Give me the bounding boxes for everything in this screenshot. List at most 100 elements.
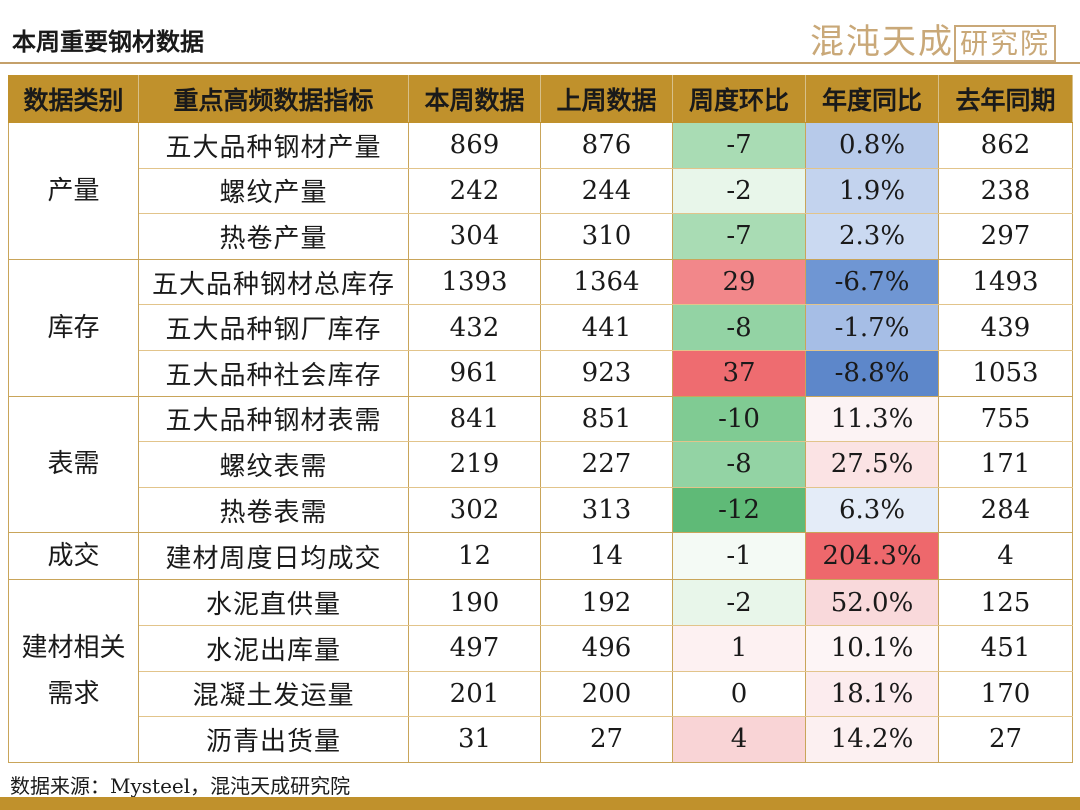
this-week-cell: 1393 bbox=[408, 259, 541, 306]
category-cell: 库存 bbox=[8, 259, 139, 397]
this-week-cell: 869 bbox=[408, 122, 541, 169]
table-row: 成交 建材周度日均成交 12 14 -1 204.3% 4 bbox=[8, 532, 1073, 581]
metric-cell: 五大品种钢材表需 bbox=[138, 396, 409, 443]
this-week-cell: 242 bbox=[408, 168, 541, 215]
category-cell: 产量 bbox=[8, 122, 139, 260]
wow-cell: -7 bbox=[672, 213, 806, 260]
table-row: 螺纹表需 219 227 -8 27.5% 171 bbox=[9, 441, 1073, 488]
last-year-cell: 862 bbox=[938, 122, 1073, 169]
wow-cell: 0 bbox=[672, 671, 806, 718]
col-header-yoy: 年度同比 bbox=[805, 75, 939, 123]
steel-data-table: 数据类别 重点高频数据指标 本周数据 上周数据 周度环比 年度同比 去年同期 产… bbox=[8, 75, 1073, 763]
last-week-cell: 244 bbox=[540, 168, 673, 215]
last-week-cell: 27 bbox=[540, 716, 673, 763]
metric-cell: 水泥出库量 bbox=[138, 625, 409, 672]
last-year-cell: 27 bbox=[938, 716, 1073, 763]
yoy-cell: 11.3% bbox=[805, 396, 939, 443]
source-note: 数据来源：Mysteel，混沌天成研究院 bbox=[10, 774, 351, 798]
category-cell: 建材相关需求 bbox=[8, 579, 139, 763]
table-row: 产量 五大品种钢材产量 869 876 -7 0.8% 862 bbox=[8, 122, 1073, 260]
metric-cell: 螺纹产量 bbox=[138, 168, 409, 215]
this-week-cell: 302 bbox=[408, 487, 541, 534]
last-year-cell: 755 bbox=[938, 396, 1073, 443]
this-week-cell: 190 bbox=[408, 579, 541, 626]
last-week-cell: 876 bbox=[540, 122, 673, 169]
footer-bar bbox=[0, 797, 1080, 810]
this-week-cell: 201 bbox=[408, 671, 541, 718]
col-header-this-week: 本周数据 bbox=[408, 75, 541, 123]
table-row: 水泥出库量 497 496 1 10.1% 451 bbox=[9, 625, 1073, 672]
last-week-cell: 1364 bbox=[540, 259, 673, 306]
metric-cell: 五大品种钢材产量 bbox=[138, 122, 409, 169]
yoy-cell: 14.2% bbox=[805, 716, 939, 763]
logo-text: 混沌天成 bbox=[809, 22, 954, 62]
wow-cell: -12 bbox=[672, 487, 806, 534]
last-year-cell: 297 bbox=[938, 213, 1073, 260]
last-week-cell: 496 bbox=[540, 625, 673, 672]
yoy-cell: 2.3% bbox=[805, 213, 939, 260]
metric-cell: 水泥直供量 bbox=[138, 579, 409, 626]
yoy-cell: 52.0% bbox=[805, 579, 939, 626]
wow-cell: -2 bbox=[672, 168, 806, 215]
wow-cell: -8 bbox=[672, 441, 806, 488]
wow-cell: -8 bbox=[672, 304, 806, 351]
metric-cell: 热卷产量 bbox=[138, 213, 409, 260]
metric-cell: 五大品种社会库存 bbox=[138, 350, 409, 397]
wow-cell: 29 bbox=[672, 259, 806, 306]
this-week-cell: 432 bbox=[408, 304, 541, 351]
table-header-row: 数据类别 重点高频数据指标 本周数据 上周数据 周度环比 年度同比 去年同期 bbox=[8, 75, 1073, 123]
this-week-cell: 304 bbox=[408, 213, 541, 260]
page-title: 本周重要钢材数据 bbox=[12, 28, 204, 56]
table-row: 热卷表需 302 313 -12 6.3% 284 bbox=[9, 487, 1073, 534]
metric-cell: 五大品种钢厂库存 bbox=[138, 304, 409, 351]
table-row: 热卷产量 304 310 -7 2.3% 297 bbox=[9, 213, 1073, 260]
category-cell: 表需 bbox=[8, 396, 139, 534]
last-week-cell: 14 bbox=[540, 532, 673, 581]
table-row: 库存 五大品种钢材总库存 1393 1364 29 -6.7% 1493 bbox=[8, 259, 1073, 397]
table-row: 五大品种社会库存 961 923 37 -8.8% 1053 bbox=[9, 350, 1073, 397]
yoy-cell: -1.7% bbox=[805, 304, 939, 351]
last-week-cell: 192 bbox=[540, 579, 673, 626]
brand-logo: 混沌天成 研究院 bbox=[810, 14, 1056, 63]
metric-cell: 螺纹表需 bbox=[138, 441, 409, 488]
yoy-cell: 1.9% bbox=[805, 168, 939, 215]
col-header-wow: 周度环比 bbox=[672, 75, 806, 123]
last-year-cell: 451 bbox=[938, 625, 1073, 672]
last-year-cell: 1053 bbox=[938, 350, 1073, 397]
yoy-cell: 0.8% bbox=[805, 122, 939, 169]
last-year-cell: 170 bbox=[938, 671, 1073, 718]
last-week-cell: 200 bbox=[540, 671, 673, 718]
metric-cell: 五大品种钢材总库存 bbox=[138, 259, 409, 306]
last-year-cell: 4 bbox=[938, 532, 1073, 581]
wow-cell: -2 bbox=[672, 579, 806, 626]
col-header-last-week: 上周数据 bbox=[540, 75, 673, 123]
metric-cell: 建材周度日均成交 bbox=[138, 532, 409, 581]
col-header-category: 数据类别 bbox=[8, 75, 139, 123]
header-divider bbox=[0, 62, 1080, 64]
wow-cell: 1 bbox=[672, 625, 806, 672]
wow-cell: -10 bbox=[672, 396, 806, 443]
table-row: 表需 五大品种钢材表需 841 851 -10 11.3% 755 bbox=[8, 396, 1073, 534]
logo-boxed-text: 研究院 bbox=[953, 25, 1056, 62]
table-row: 沥青出货量 31 27 4 14.2% 27 bbox=[9, 716, 1073, 763]
table-row: 五大品种钢厂库存 432 441 -8 -1.7% 439 bbox=[9, 304, 1073, 351]
yoy-cell: -6.7% bbox=[805, 259, 939, 306]
last-year-cell: 125 bbox=[938, 579, 1073, 626]
last-week-cell: 313 bbox=[540, 487, 673, 534]
last-week-cell: 227 bbox=[540, 441, 673, 488]
last-year-cell: 284 bbox=[938, 487, 1073, 534]
this-week-cell: 12 bbox=[408, 532, 541, 581]
last-year-cell: 439 bbox=[938, 304, 1073, 351]
col-header-metric: 重点高频数据指标 bbox=[138, 75, 409, 123]
table-row: 建材相关需求 水泥直供量 190 192 -2 52.0% 125 bbox=[8, 579, 1073, 763]
wow-cell: 4 bbox=[672, 716, 806, 763]
category-cell: 成交 bbox=[8, 532, 139, 581]
wow-cell: -1 bbox=[672, 532, 806, 581]
wow-cell: 37 bbox=[672, 350, 806, 397]
col-header-last-year: 去年同期 bbox=[938, 75, 1073, 123]
table-row: 混凝土发运量 201 200 0 18.1% 170 bbox=[9, 671, 1073, 718]
this-week-cell: 841 bbox=[408, 396, 541, 443]
metric-cell: 沥青出货量 bbox=[138, 716, 409, 763]
yoy-cell: 27.5% bbox=[805, 441, 939, 488]
last-week-cell: 441 bbox=[540, 304, 673, 351]
